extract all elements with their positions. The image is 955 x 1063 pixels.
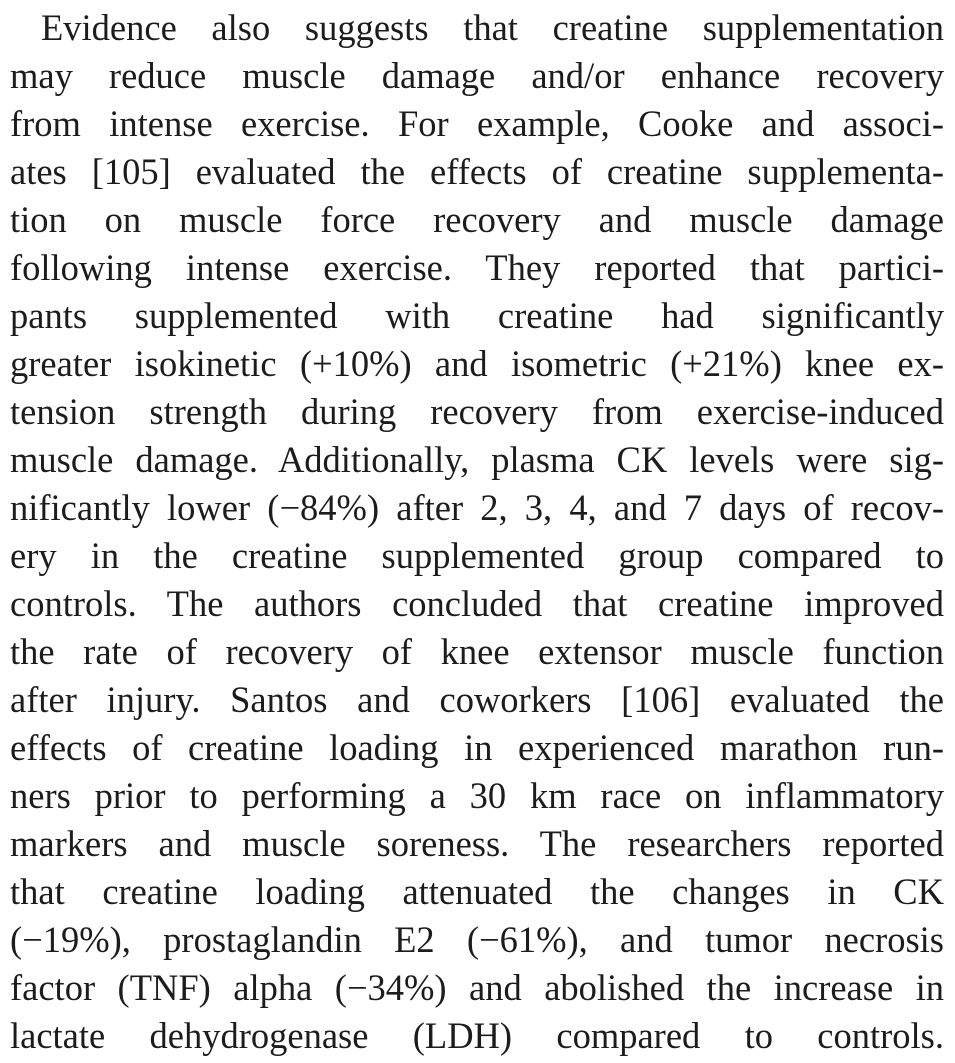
text-line: (−19%), prostaglandin E2 (−61%), and tum… <box>10 919 944 960</box>
body-paragraph: Evidence also suggests that creatine sup… <box>10 4 944 1060</box>
text-line: lactate dehydrogenase (LDH) compared to … <box>10 1015 944 1056</box>
text-line: ery in the creatine supplemented group c… <box>10 535 944 576</box>
text-line: muscle damage. Additionally, plasma CK l… <box>10 439 944 480</box>
text-line: may reduce muscle damage and/or enhance … <box>10 55 944 96</box>
text-line: from intense exercise. For example, Cook… <box>10 103 944 144</box>
text-line: after injury. Santos and coworkers [106]… <box>10 679 944 720</box>
text-line: ates [105] evaluated the effects of crea… <box>10 151 944 192</box>
document-page: Evidence also suggests that creatine sup… <box>10 4 944 1060</box>
text-line: Evidence also suggests that creatine sup… <box>41 7 944 48</box>
text-line: pants supplemented with creatine had sig… <box>10 295 944 336</box>
text-line: that creatine loading attenuated the cha… <box>10 871 944 912</box>
text-line: effects of creatine loading in experienc… <box>10 727 944 768</box>
text-line: tension strength during recovery from ex… <box>10 391 944 432</box>
text-line: controls. The authors concluded that cre… <box>10 583 944 624</box>
text-line: factor (TNF) alpha (−34%) and abolished … <box>10 967 944 1008</box>
text-line: ners prior to performing a 30 km race on… <box>10 775 944 816</box>
text-line: markers and muscle soreness. The researc… <box>10 823 944 864</box>
text-line: following intense exercise. They reporte… <box>10 247 944 288</box>
text-line: the rate of recovery of knee extensor mu… <box>10 631 944 672</box>
text-line: greater isokinetic (+10%) and isometric … <box>10 343 944 384</box>
text-line: tion on muscle force recovery and muscle… <box>10 199 944 240</box>
text-line: nificantly lower (−84%) after 2, 3, 4, a… <box>10 487 944 528</box>
